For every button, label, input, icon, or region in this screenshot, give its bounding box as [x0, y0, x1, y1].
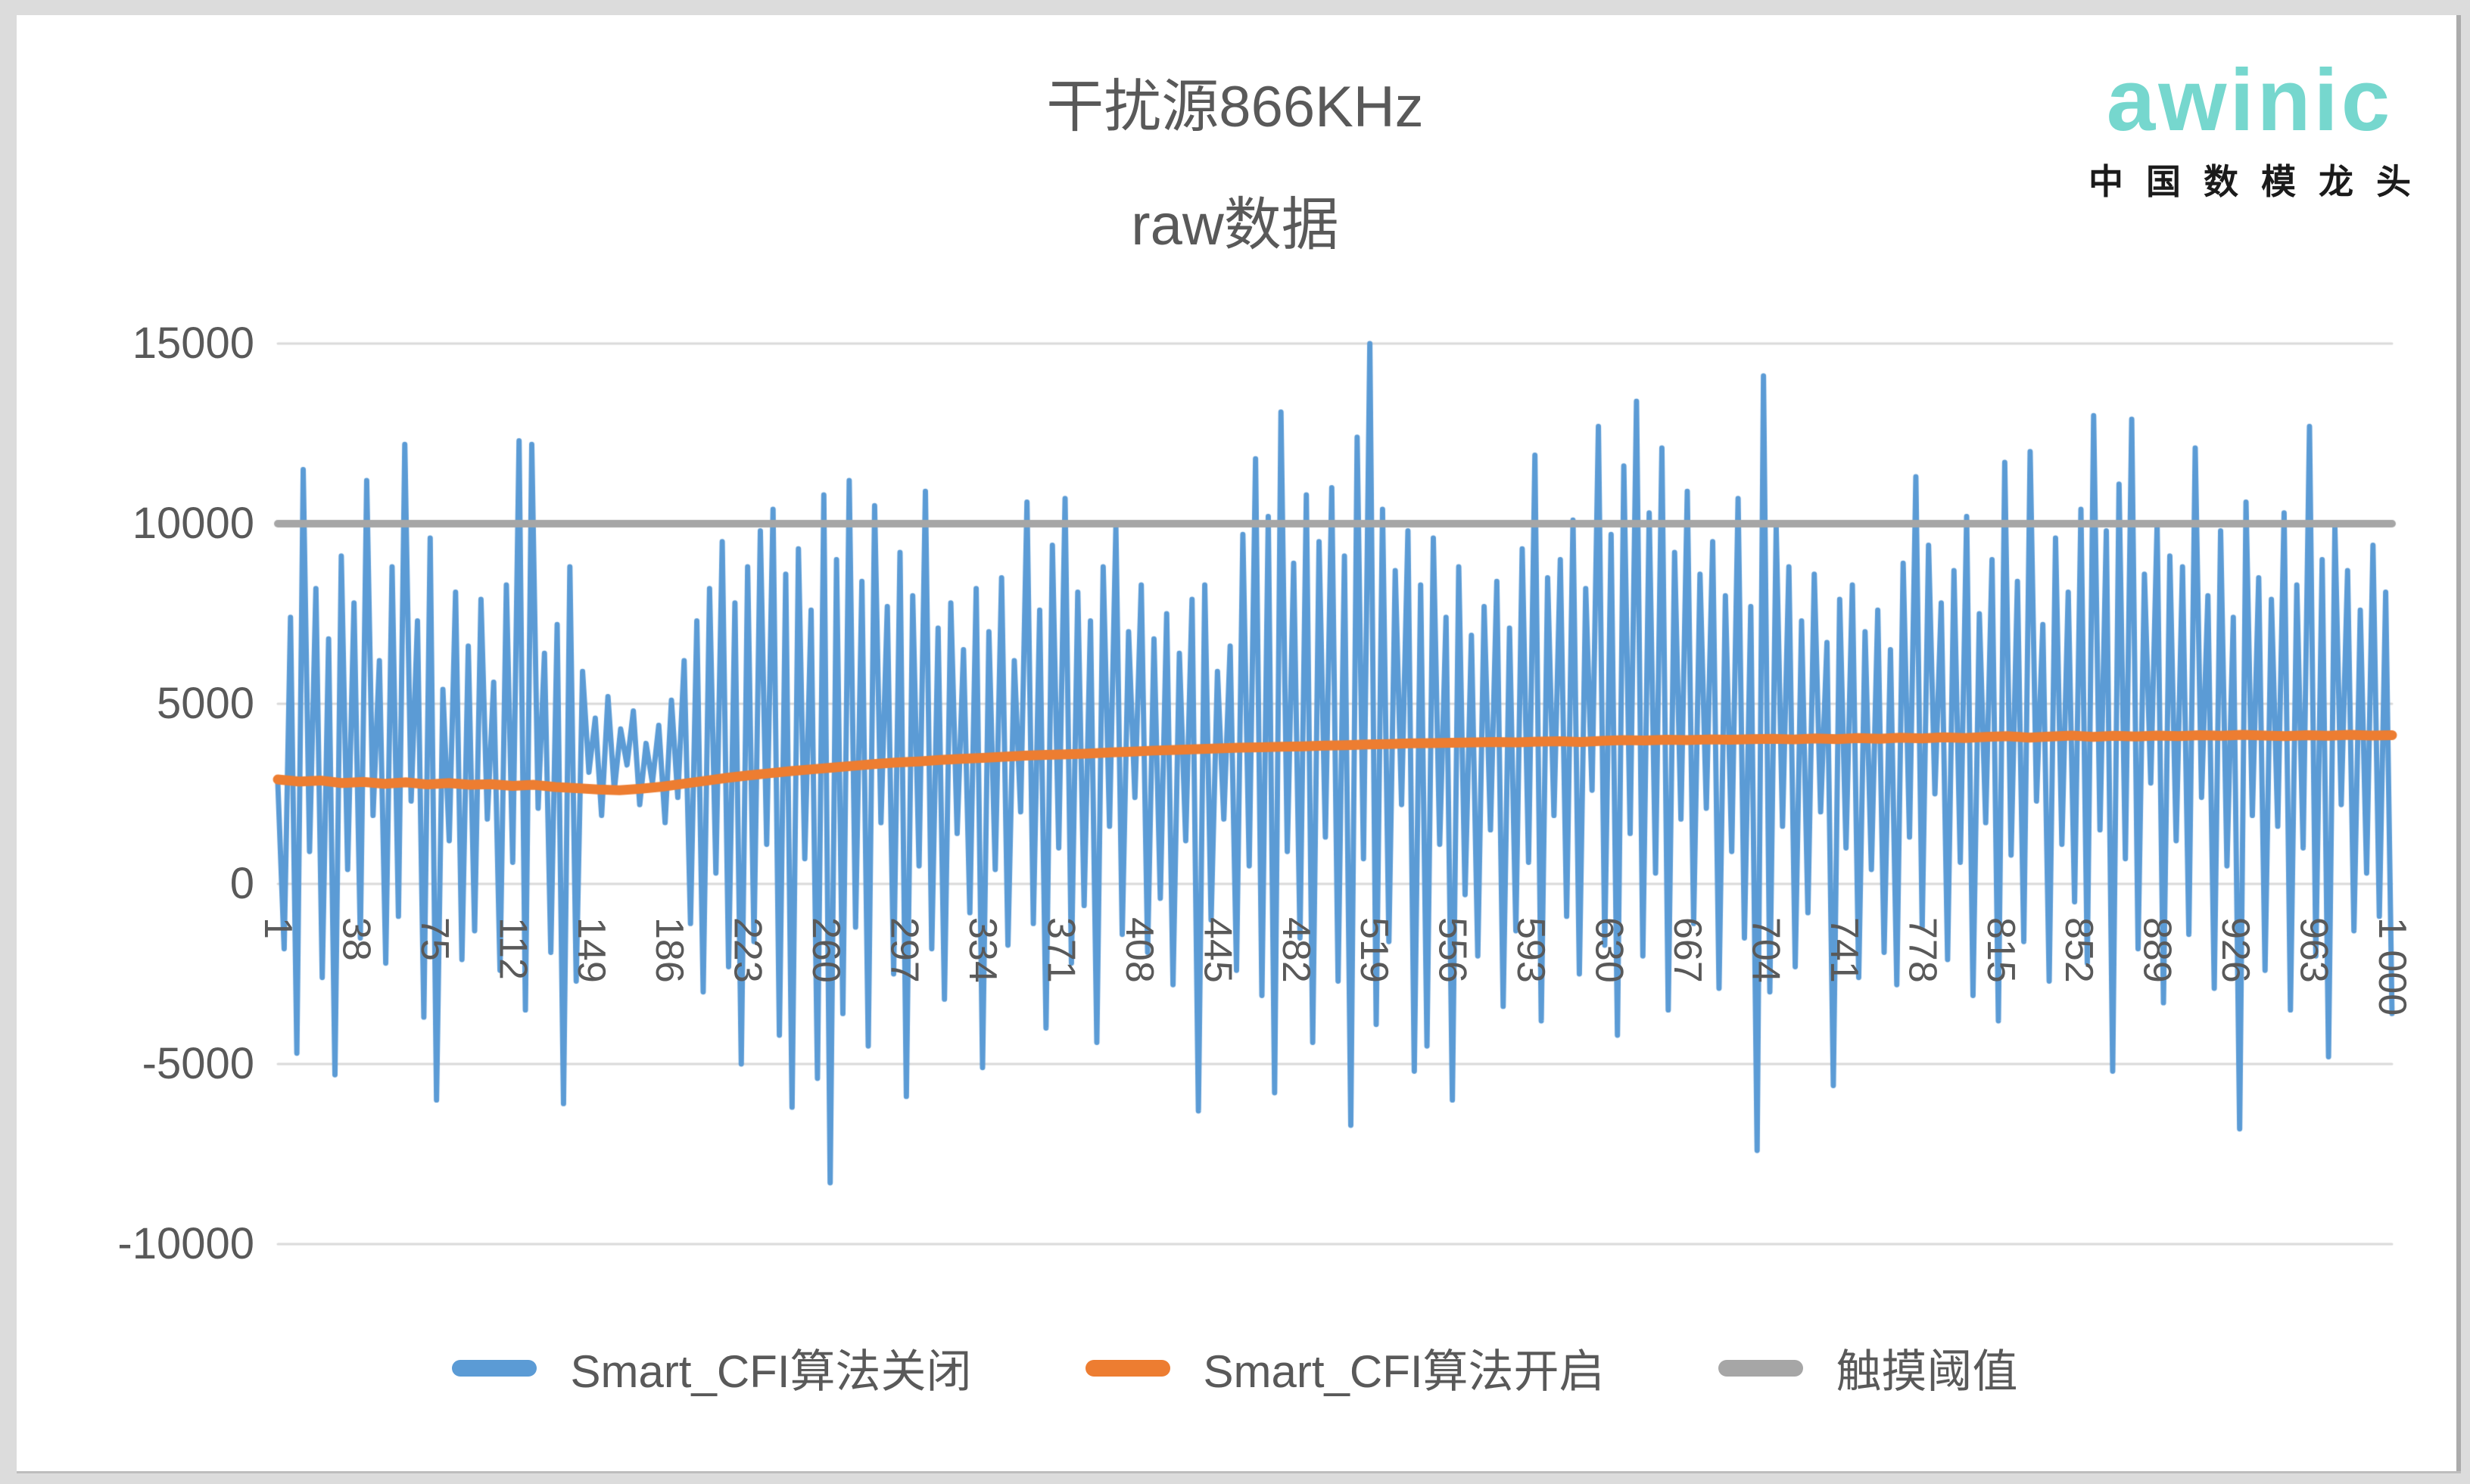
y-axis: 15000 10000 5000 0 -5000 -10000: [0, 0, 265, 1484]
x-tick-label: 408: [1117, 917, 1161, 983]
x-tick-label: 75: [412, 917, 456, 961]
x-tick-label: 963: [2291, 917, 2336, 983]
x-tick-label: 815: [1978, 917, 2023, 983]
x-tick-label: 260: [804, 917, 849, 983]
x-tick-label: 334: [961, 917, 1005, 983]
legend-swatch-gray-line: [1718, 1359, 1803, 1377]
window-shadow-right: [2456, 15, 2461, 1473]
x-tick-label: 741: [1821, 917, 1866, 983]
legend-label-touch-threshold: 触摸阈值: [1836, 1346, 2018, 1397]
window-border-right: [2461, 0, 2470, 1484]
legend-label-smart-cfi-off: Smart_CFI算法关闭: [570, 1346, 972, 1397]
window-border-top: [0, 0, 2470, 15]
y-tick-label: 10000: [132, 499, 254, 548]
x-tick-label: 482: [1273, 917, 1318, 983]
x-tick-label: 778: [1900, 917, 1945, 983]
legend-swatch-blue-line: [452, 1359, 537, 1377]
y-tick-label: 0: [229, 859, 254, 908]
legend-swatch-orange-line: [1085, 1359, 1170, 1377]
x-tick-label: 371: [1039, 917, 1083, 983]
x-tick-label: 1: [256, 917, 300, 939]
logo-tagline-text: 中国数模龙头: [2088, 162, 2434, 201]
window-border-bottom: [0, 1473, 2470, 1484]
chart-title: 干扰源866KHz: [1046, 75, 1424, 139]
x-tick-label: 112: [491, 917, 535, 980]
awinic-logo: awinic 中国数模龙头: [2088, 56, 2411, 204]
x-tick-label: 630: [1587, 917, 1631, 983]
x-tick-label: 223: [725, 917, 770, 983]
x-tick-label: 852: [2057, 917, 2101, 983]
legend-label-smart-cfi-on: Smart_CFI算法开启: [1203, 1346, 1605, 1397]
x-tick-label: 38: [334, 917, 378, 961]
y-tick-label: 5000: [156, 679, 254, 728]
x-tick-label: 519: [1352, 917, 1397, 983]
x-tick-label: 704: [1743, 917, 1788, 983]
x-tick-label: 149: [568, 917, 613, 983]
logo-brand-text: awinic: [2106, 51, 2394, 149]
x-tick-label: 926: [2213, 917, 2258, 983]
x-tick-label: 445: [1195, 917, 1240, 983]
legend: Smart_CFI算法关闭 Smart_CFI算法开启 触摸阈值: [0, 1335, 2470, 1401]
x-tick-label: 593: [1509, 917, 1553, 983]
y-tick-label: -10000: [117, 1219, 254, 1268]
x-tick-label: 889: [2135, 917, 2179, 983]
x-tick-label: 667: [1665, 917, 1709, 983]
x-tick-label: 297: [882, 917, 927, 983]
x-tick-label: 556: [1430, 917, 1475, 983]
x-tick-label: 1 000: [2370, 917, 2414, 1016]
chart-subtitle: raw数据: [1131, 193, 1339, 257]
legend-item-smart-cfi-off: Smart_CFI算法关闭: [452, 1335, 972, 1401]
window-shadow-bottom: [17, 1471, 2461, 1473]
y-tick-label: 15000: [132, 319, 254, 368]
chart-title-block: 干扰源866KHz raw数据: [0, 79, 2470, 254]
x-tick-label: 186: [647, 917, 692, 983]
window-border-left: [0, 0, 17, 1484]
legend-item-smart-cfi-on: Smart_CFI算法开启: [1085, 1335, 1605, 1401]
y-tick-label: -5000: [142, 1039, 254, 1088]
legend-item-touch-threshold: 触摸阈值: [1718, 1335, 2018, 1401]
